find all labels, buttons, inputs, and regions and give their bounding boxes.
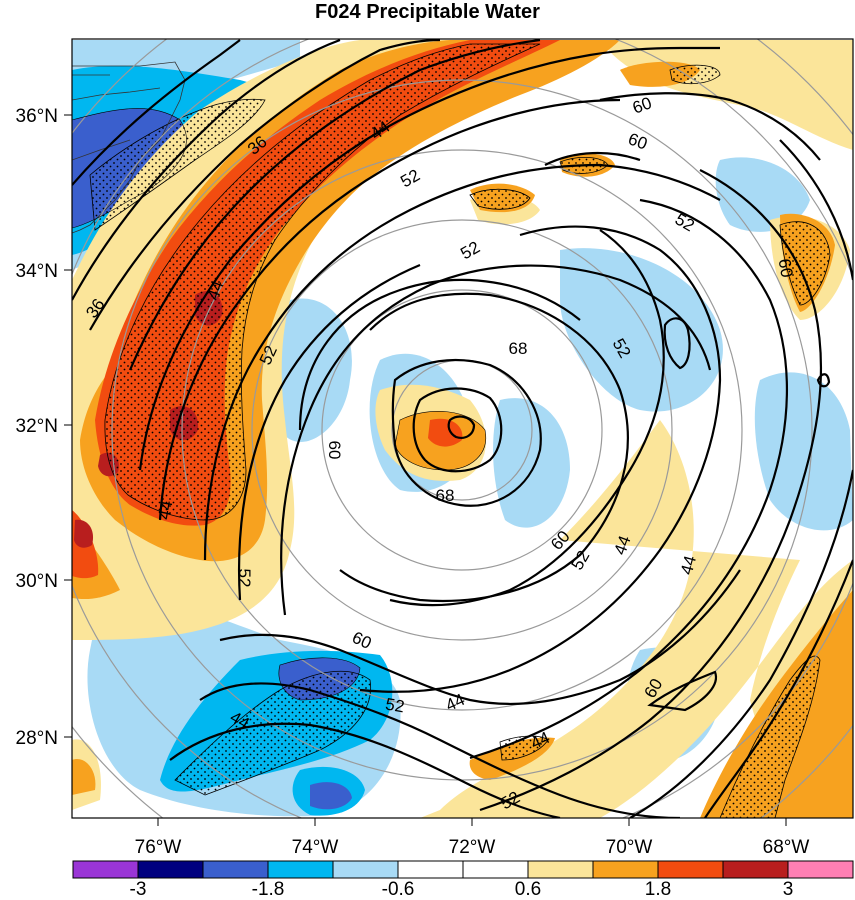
colorbar-swatch — [267, 860, 334, 879]
lat-label: 34°N — [16, 261, 58, 282]
coastline — [72, 61, 186, 234]
lat-label: 28°N — [16, 728, 58, 749]
axis-ticks — [64, 114, 787, 826]
colorbar-label: 0.6 — [515, 879, 541, 900]
colorbar-swatch — [722, 860, 789, 879]
lon-label: 70°W — [606, 837, 653, 858]
contour-label: 52 — [384, 694, 406, 716]
contour-label: 52 — [235, 569, 254, 588]
colorbar-swatch — [137, 860, 204, 879]
colorbar-swatch — [527, 860, 594, 879]
colorbar-labels: -3 -1.8 -0.6 0.6 1.8 3 — [130, 879, 794, 900]
contour-label: 60 — [325, 441, 344, 460]
lon-label: 74°W — [292, 837, 339, 858]
colorbar-label: 1.8 — [645, 879, 671, 900]
plot-frame — [71, 38, 854, 819]
colorbar-swatch — [462, 860, 529, 879]
longitude-labels: 76°W 74°W 72°W 70°W 68°W — [135, 837, 810, 858]
colorbar-swatch — [787, 860, 854, 879]
pw-contours — [72, 39, 853, 818]
contour-label: 68 — [509, 339, 528, 358]
contour-label: 44 — [154, 499, 176, 521]
lat-label: 36°N — [16, 106, 58, 127]
lon-label: 76°W — [135, 837, 182, 858]
colorbar-label: -0.6 — [382, 879, 415, 900]
colorbar-swatch — [397, 860, 464, 879]
colorbar-label: 3 — [783, 879, 794, 900]
colorbar — [72, 860, 854, 879]
contour-label: 60 — [775, 257, 797, 279]
colorbar-swatch — [202, 860, 269, 879]
colorbar-label: -1.8 — [252, 879, 285, 900]
contour-label: 68 — [436, 486, 455, 505]
lat-label: 30°N — [16, 571, 58, 592]
lon-label: 72°W — [449, 837, 496, 858]
lat-label: 32°N — [16, 416, 58, 437]
colorbar-label: -3 — [130, 879, 147, 900]
colorbar-swatch — [332, 860, 399, 879]
shading-outlines — [72, 108, 531, 701]
map-title: F024 Precipitable Water — [315, 1, 540, 23]
lon-label: 68°W — [763, 837, 810, 858]
contour-label: 44 — [677, 554, 700, 577]
colorbar-swatch — [72, 860, 139, 879]
latitude-labels: 36°N 34°N 32°N 30°N 28°N — [16, 106, 58, 749]
colorbar-swatch — [657, 860, 724, 879]
significance-stipple — [89, 43, 831, 818]
colorbar-swatch — [592, 860, 659, 879]
